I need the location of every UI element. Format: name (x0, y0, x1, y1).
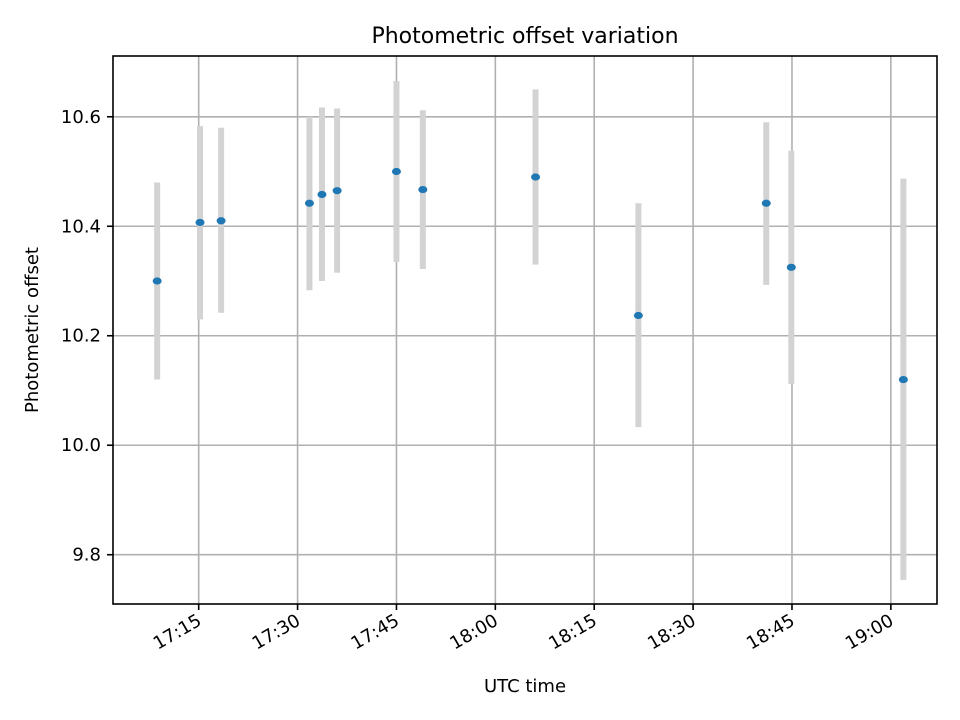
tick-layer: 9.8 10.0 10.2 10.4 10.6 17:15 17:30 17:45 18:00 1… (61, 107, 897, 655)
y-tick-label: 10.0 (61, 435, 101, 456)
x-tick-label: 17:45 (348, 610, 403, 654)
data-point (898, 375, 908, 384)
y-axis-label: Photometric offset (22, 247, 43, 413)
data-point (633, 311, 643, 320)
data-point (317, 190, 327, 199)
data-point (332, 187, 342, 195)
y-tick-label: 10.6 (61, 107, 101, 128)
chart-title: Photometric offset variation (371, 24, 678, 49)
x-tick-label: 17:30 (249, 610, 304, 654)
data-point (531, 173, 541, 181)
x-tick-label: 18:30 (644, 610, 699, 654)
data-point (195, 218, 205, 227)
plot-frame (112, 55, 938, 605)
x-tick-label: 18:00 (446, 610, 501, 654)
data-point (216, 217, 226, 225)
x-tick-label: 18:15 (545, 610, 600, 654)
data-point (761, 199, 771, 207)
x-tick-label: 17:15 (150, 610, 205, 654)
x-axis-label: UTC time (484, 676, 566, 697)
data-point (786, 263, 796, 271)
y-tick-label: 9.8 (72, 545, 101, 566)
y-tick-label: 10.4 (61, 216, 101, 237)
data-point (391, 167, 401, 176)
data-point (304, 199, 314, 207)
point-layer (152, 167, 908, 384)
grid-layer (113, 56, 937, 604)
x-tick-label: 18:45 (743, 610, 798, 654)
y-tick-label: 10.2 (61, 326, 101, 347)
data-point (418, 185, 428, 194)
x-tick-label: 19:00 (842, 610, 897, 654)
data-point (152, 277, 162, 285)
